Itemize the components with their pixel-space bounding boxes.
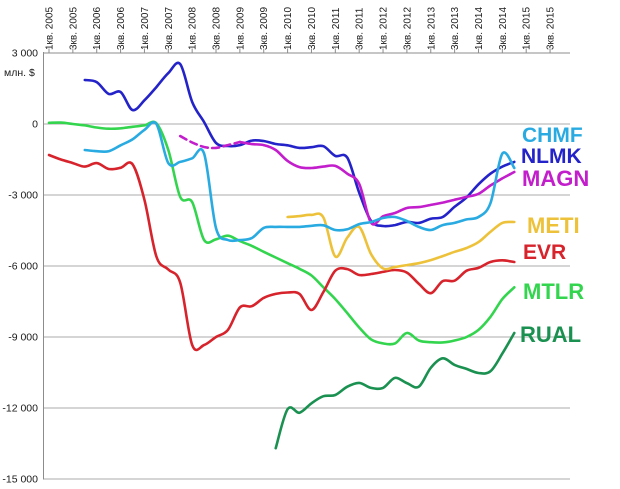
legend-label-nlmk: NLMK bbox=[521, 145, 582, 168]
series-line-rual bbox=[274, 331, 516, 450]
x-axis-label: 1кв. 2008 bbox=[188, 7, 199, 50]
x-axis-label: 3кв. 2005 bbox=[68, 7, 79, 50]
x-axis-label: 1кв. 2006 bbox=[92, 7, 103, 50]
x-axis-label: 3кв. 2012 bbox=[402, 7, 413, 50]
x-axis-label: 3кв. 2013 bbox=[450, 7, 461, 50]
x-axis-label: 1кв. 2015 bbox=[522, 7, 533, 50]
series-line-magn bbox=[238, 140, 516, 226]
x-axis-label: 1кв. 2009 bbox=[235, 7, 246, 50]
legend-label-mtlr: MTLR bbox=[523, 279, 585, 304]
x-axis-label: 1кв. 2005 bbox=[45, 7, 56, 50]
y-axis-label: -9 000 bbox=[8, 332, 38, 344]
x-axis-label: 1кв. 2013 bbox=[426, 7, 437, 50]
series-line-mtlr bbox=[47, 120, 516, 346]
x-axis-label: 1кв. 2010 bbox=[283, 7, 294, 50]
series-line-chmf bbox=[83, 120, 516, 243]
x-axis-label: 3кв. 2007 bbox=[164, 7, 175, 50]
series-line-nlmk bbox=[83, 61, 516, 228]
x-axis-label: 3кв. 2010 bbox=[307, 7, 318, 50]
legend-label-evr: EVR bbox=[523, 241, 567, 264]
x-axis-label: 1кв. 2011 bbox=[331, 7, 342, 50]
legend-label-meti: METI bbox=[527, 213, 580, 238]
x-axis-label: 3кв. 2014 bbox=[498, 7, 509, 50]
series-line-evr bbox=[47, 153, 516, 352]
x-axis-label: 1кв. 2012 bbox=[379, 7, 390, 50]
y-axis-label: 0 bbox=[32, 119, 38, 131]
x-axis-label: 1кв. 2007 bbox=[140, 7, 151, 50]
x-axis-label: 1кв. 2014 bbox=[474, 7, 485, 50]
legend-label-chmf: CHMF bbox=[522, 124, 583, 147]
x-axis-label: 3кв. 2015 bbox=[546, 7, 557, 50]
series-line-meti bbox=[286, 212, 516, 271]
series-line-magn-dashed bbox=[178, 134, 242, 150]
x-axis-label: 3кв. 2006 bbox=[116, 7, 127, 50]
x-axis-label: 3кв. 2008 bbox=[212, 7, 223, 50]
y-axis-unit-label: млн. $ bbox=[4, 67, 35, 79]
y-axis-label: -15 000 bbox=[2, 474, 38, 486]
x-axis-label: 3кв. 2011 bbox=[355, 7, 366, 50]
y-axis-label: 3 000 bbox=[12, 48, 38, 60]
y-axis-label: -12 000 bbox=[2, 403, 38, 415]
legend-label-magn: MAGN bbox=[522, 166, 590, 191]
y-axis-label: -6 000 bbox=[8, 261, 38, 273]
y-axis-label: -3 000 bbox=[8, 190, 38, 202]
legend-label-rual: RUAL bbox=[520, 322, 582, 347]
x-axis-label: 3кв. 2009 bbox=[259, 7, 270, 50]
